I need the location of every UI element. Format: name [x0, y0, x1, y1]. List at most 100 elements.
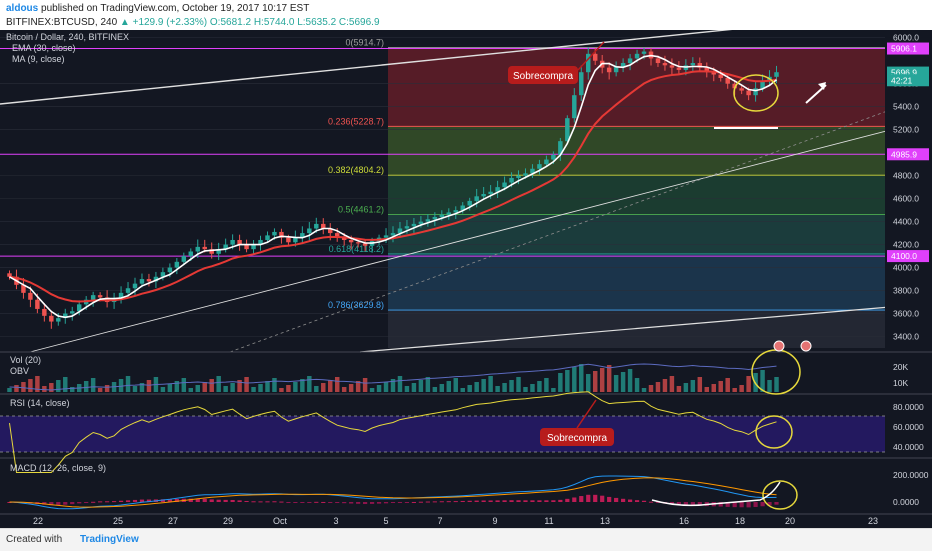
chart-title: Bitcoin / Dollar, 240, BITFINEX	[6, 32, 129, 42]
price-axis[interactable]	[885, 30, 932, 500]
candle	[704, 67, 710, 73]
macd-histogram-bar	[558, 499, 563, 502]
lower-channel-line[interactable]	[359, 306, 891, 353]
macd-legend[interactable]: MACD (12, 26, close, 9)	[10, 463, 106, 473]
horizontal-lines[interactable]	[0, 48, 885, 257]
macd-histogram-bar	[474, 500, 479, 502]
time-axis[interactable]: 22 25 27 29 Oct 3 5 7 9 11 13 16 18 20 23	[33, 516, 878, 526]
event-flag-icon[interactable]	[800, 340, 812, 352]
candle	[307, 228, 312, 234]
volume-bar	[348, 384, 354, 392]
candle	[662, 63, 668, 66]
candle	[230, 239, 235, 245]
trend-lines[interactable]	[0, 30, 891, 353]
volume-bar	[586, 374, 591, 392]
macd-histogram-bar	[56, 502, 61, 506]
volume-bar	[160, 387, 166, 392]
macd-histogram-bar	[342, 502, 347, 504]
price-tick-label: 4200.0	[893, 240, 919, 250]
macd-histogram-bar	[502, 500, 507, 502]
macd-histogram-bar	[251, 501, 256, 503]
event-flag-icon[interactable]	[773, 340, 785, 352]
candle	[223, 244, 228, 250]
sobrecompra-rsi-label: Sobrecompra	[547, 433, 607, 444]
candle	[627, 58, 633, 64]
candle	[314, 223, 319, 229]
candle	[279, 231, 284, 238]
published-text: published on TradingView.com, October 19…	[41, 3, 310, 14]
candle	[341, 237, 347, 240]
candle	[606, 67, 612, 73]
volume-bar	[216, 376, 221, 392]
price-tick-label: 6000.0	[893, 33, 919, 43]
macd-histogram-bar	[216, 499, 221, 502]
volume-bar	[223, 386, 228, 392]
macd-histogram-bar	[397, 502, 403, 503]
volume-bar	[690, 380, 696, 392]
macd-histogram	[7, 494, 779, 508]
volume-bar	[63, 377, 68, 392]
macd-histogram-bar	[363, 502, 368, 505]
volume-bar	[572, 367, 577, 392]
support-trend-line[interactable]	[29, 129, 891, 353]
volume-bar	[83, 381, 89, 392]
fib-label: 0.618(4118.2)	[329, 244, 384, 254]
vol-tick-20k: 20K	[893, 362, 908, 372]
candle	[732, 83, 737, 89]
publish-line: aldous published on TradingView.com, Oct…	[6, 3, 309, 14]
tradingview-logo[interactable]: TradingView	[80, 534, 139, 545]
event-markers[interactable]	[773, 340, 812, 352]
candle	[237, 239, 242, 245]
macd-histogram-bar	[70, 502, 75, 505]
ma-legend[interactable]: MA (9, close)	[12, 54, 65, 64]
trading-chart[interactable]: 0(5914.7) 0.236(5228.7) 0.382(4804.2) 0.5(4…	[0, 30, 932, 528]
volume-bar	[551, 388, 556, 392]
candle	[690, 63, 696, 66]
price-label-box	[887, 250, 929, 263]
macd-histogram-bar	[676, 502, 681, 506]
time-tick-label: 22	[33, 516, 43, 526]
macd-histogram-bar	[321, 501, 326, 503]
volume-bar	[634, 378, 640, 392]
change-text: ▲ +129.9 (+2.33%)	[119, 17, 208, 28]
price-label: 5906.1	[891, 44, 917, 54]
volume-bar	[432, 387, 438, 392]
volume-legend[interactable]: Vol (20)	[10, 355, 41, 365]
volume-bar	[592, 371, 598, 392]
volume-bar	[669, 376, 675, 392]
candle	[774, 72, 779, 77]
price-label-box	[887, 148, 929, 161]
macd-histogram-bar	[495, 500, 500, 502]
candle	[760, 81, 765, 89]
time-tick-label: 20	[785, 516, 795, 526]
symbol-line: BITFINEX:BTCUSD, 240 ▲ +129.9 (+2.33%) O…	[6, 17, 380, 28]
fib-label: 0(5914.7)	[345, 38, 384, 48]
macd-histogram-bar	[349, 502, 354, 504]
volume-bar	[362, 378, 368, 392]
volume-bar	[90, 378, 96, 392]
volume-bar	[453, 378, 458, 392]
volume-bar	[579, 364, 584, 392]
time-tick-label: Oct	[273, 516, 288, 526]
upper-channel-line[interactable]	[0, 30, 745, 105]
candle	[209, 249, 214, 254]
volume-bar	[28, 379, 33, 392]
price-tick-label: 5200.0	[893, 125, 919, 135]
candle	[746, 90, 751, 96]
obv-legend[interactable]: OBV	[10, 366, 29, 376]
price-tick-label: 4400.0	[893, 217, 919, 227]
macd-histogram-bar	[641, 500, 647, 502]
sobrecompra-callout-rsi: Sobrecompra	[540, 399, 614, 446]
volume-bar	[7, 388, 12, 392]
arrow-up-icon	[818, 82, 826, 90]
author-link[interactable]: aldous	[6, 3, 39, 14]
macd-histogram-bar	[237, 500, 242, 502]
ema-legend[interactable]: EMA (30, close)	[12, 43, 76, 53]
rsi-legend[interactable]: RSI (14, close)	[10, 398, 70, 408]
candle	[669, 65, 675, 68]
macd-histogram-bar	[286, 502, 291, 503]
volume-bar	[397, 376, 403, 392]
macd-histogram-bar	[718, 502, 723, 507]
volume-bar	[620, 372, 626, 392]
volume-bar	[328, 380, 333, 392]
